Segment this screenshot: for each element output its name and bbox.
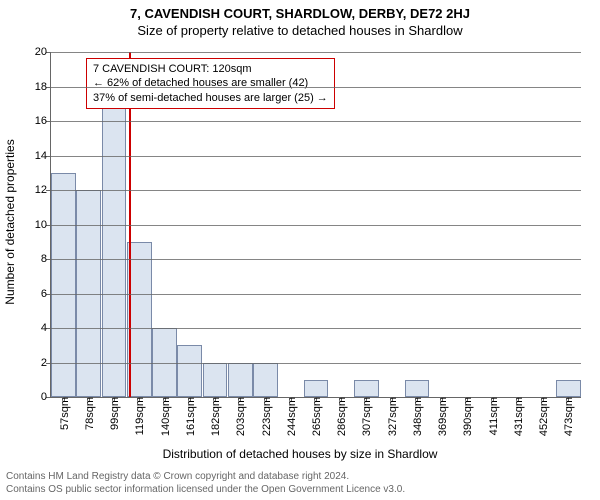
x-tick-label: 203sqm xyxy=(233,397,247,436)
chart-container: Number of detached properties 7 CAVENDIS… xyxy=(0,42,600,452)
x-tick-label: 431sqm xyxy=(511,397,525,436)
grid-line xyxy=(51,328,581,329)
x-tick-label: 307sqm xyxy=(359,397,373,436)
x-tick-label: 348sqm xyxy=(410,397,424,436)
histogram-bar xyxy=(203,363,228,398)
x-tick-label: 119sqm xyxy=(132,397,146,435)
annotation-box: 7 CAVENDISH COURT: 120sqm← 62% of detach… xyxy=(86,58,335,109)
y-tick-label: 6 xyxy=(41,288,51,300)
grid-line xyxy=(51,259,581,260)
x-tick-label: 57sqm xyxy=(57,397,71,430)
histogram-bar xyxy=(102,87,127,398)
footer-line1: Contains HM Land Registry data © Crown c… xyxy=(6,471,405,484)
x-tick-label: 473sqm xyxy=(561,397,575,436)
x-tick-label: 265sqm xyxy=(309,397,323,436)
x-tick-label: 223sqm xyxy=(259,397,273,436)
plot-area: 7 CAVENDISH COURT: 120sqm← 62% of detach… xyxy=(50,52,581,398)
histogram-bar xyxy=(253,363,278,398)
annotation-line: 7 CAVENDISH COURT: 120sqm xyxy=(93,62,328,76)
y-tick-label: 4 xyxy=(41,322,51,334)
x-tick-label: 78sqm xyxy=(82,397,96,430)
x-axis-label: Distribution of detached houses by size … xyxy=(163,447,438,461)
y-tick-label: 10 xyxy=(35,219,51,231)
histogram-bar xyxy=(354,380,379,397)
x-tick-label: 327sqm xyxy=(385,397,399,436)
grid-line xyxy=(51,294,581,295)
x-tick-label: 286sqm xyxy=(334,397,348,436)
annotation-line: ← 62% of detached houses are smaller (42… xyxy=(93,76,328,90)
y-tick-label: 16 xyxy=(35,115,51,127)
grid-line xyxy=(51,87,581,88)
histogram-bar xyxy=(304,380,329,397)
x-tick-label: 99sqm xyxy=(107,397,121,430)
histogram-bar xyxy=(228,363,253,398)
y-tick-label: 0 xyxy=(41,391,51,403)
grid-line xyxy=(51,363,581,364)
x-tick-label: 369sqm xyxy=(435,397,449,436)
y-axis-label: Number of detached properties xyxy=(3,139,17,304)
grid-line xyxy=(51,156,581,157)
grid-line xyxy=(51,190,581,191)
y-tick-label: 14 xyxy=(35,150,51,162)
grid-line xyxy=(51,225,581,226)
y-tick-label: 18 xyxy=(35,81,51,93)
x-tick-label: 411sqm xyxy=(486,397,500,435)
grid-line xyxy=(51,52,581,53)
histogram-bar xyxy=(405,380,430,397)
annotation-line: 37% of semi-detached houses are larger (… xyxy=(93,91,328,105)
x-tick-label: 182sqm xyxy=(208,397,222,436)
y-tick-label: 12 xyxy=(35,184,51,196)
x-tick-label: 244sqm xyxy=(284,397,298,436)
y-tick-label: 8 xyxy=(41,253,51,265)
x-tick-label: 161sqm xyxy=(183,397,197,436)
chart-title-sub: Size of property relative to detached ho… xyxy=(0,21,600,42)
footer-line2: Contains OS public sector information li… xyxy=(6,484,405,497)
x-tick-label: 452sqm xyxy=(536,397,550,436)
histogram-bar xyxy=(177,345,202,397)
histogram-bar xyxy=(556,380,581,397)
grid-line xyxy=(51,121,581,122)
chart-title-main: 7, CAVENDISH COURT, SHARDLOW, DERBY, DE7… xyxy=(0,0,600,21)
y-tick-label: 20 xyxy=(35,46,51,58)
x-tick-label: 390sqm xyxy=(460,397,474,436)
x-tick-label: 140sqm xyxy=(158,397,172,436)
footer-attribution: Contains HM Land Registry data © Crown c… xyxy=(6,471,405,496)
y-tick-label: 2 xyxy=(41,357,51,369)
